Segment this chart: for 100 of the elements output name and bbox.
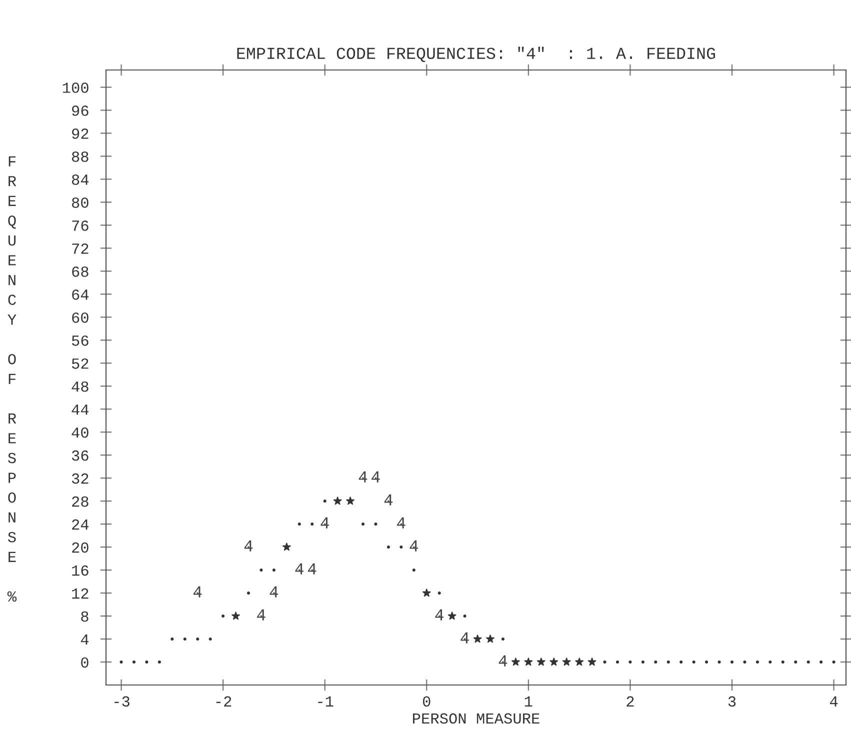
point <box>641 660 644 664</box>
point <box>794 660 798 664</box>
y-tick-label: 92 <box>72 128 88 139</box>
point <box>756 660 759 664</box>
point <box>310 522 314 526</box>
y-tick-label: 8 <box>81 611 88 622</box>
y-tick-label: 24 <box>72 519 89 530</box>
text: 4 <box>435 609 444 620</box>
point <box>361 522 365 526</box>
point <box>374 522 378 526</box>
text: 4 <box>498 655 508 666</box>
y-tick-label: 56 <box>72 335 88 346</box>
point <box>145 660 148 664</box>
point <box>820 660 823 664</box>
point <box>628 660 632 664</box>
point <box>272 568 276 572</box>
point <box>536 657 546 666</box>
y-tick-label: 36 <box>72 450 88 461</box>
point <box>386 546 390 549</box>
point <box>400 546 403 549</box>
point <box>501 637 504 641</box>
point <box>666 660 670 664</box>
y-tick-label: 72 <box>72 243 88 254</box>
point <box>346 496 355 505</box>
y-tick-label: 4 <box>80 634 89 645</box>
y-tick-label: 88 <box>72 152 88 162</box>
point <box>323 500 326 503</box>
text: 4 <box>358 471 368 482</box>
x-tick-label: 0 <box>422 696 430 707</box>
point <box>603 660 606 664</box>
x-tick-label: -3 <box>114 696 130 707</box>
point <box>511 657 520 666</box>
point <box>246 592 250 595</box>
y-tick-label: 52 <box>72 358 88 369</box>
point <box>718 660 721 664</box>
point <box>333 496 342 505</box>
y-tick-label: 16 <box>72 565 88 576</box>
point <box>562 657 571 666</box>
y-tick-label: 60 <box>72 312 88 323</box>
point <box>231 611 240 620</box>
point <box>208 637 212 641</box>
point <box>222 614 225 618</box>
text: 4 <box>460 632 469 644</box>
y-tick-label: 64 <box>72 289 89 300</box>
x-tick-label: 1 <box>524 696 532 706</box>
point <box>120 660 123 664</box>
y-tick-label: 68 <box>72 266 88 277</box>
point <box>588 657 596 666</box>
point <box>730 660 734 664</box>
text: 4 <box>193 586 202 598</box>
point <box>298 522 301 526</box>
text: 4 <box>308 563 316 574</box>
point <box>549 657 558 666</box>
y-tick-label: 48 <box>72 381 88 392</box>
point <box>158 660 161 664</box>
point <box>616 660 620 664</box>
point <box>183 637 186 641</box>
point <box>832 660 836 664</box>
x-tick-label: -2 <box>216 696 232 706</box>
series-label: 4 <box>397 517 406 528</box>
y-tick-label: 28 <box>72 496 88 507</box>
text: 4 <box>372 471 380 482</box>
point <box>448 611 456 620</box>
point <box>781 660 784 664</box>
x-axis-title: PERSON MEASURE <box>413 713 540 724</box>
point <box>654 660 658 664</box>
text: 4 <box>257 609 266 620</box>
text: 4 <box>244 540 253 552</box>
y-tick-label: 84 <box>72 174 89 185</box>
point <box>412 568 416 572</box>
text: 4 <box>410 540 418 552</box>
text: FREQUENCY OF RESPONSE % <box>7 156 17 602</box>
point <box>422 588 432 597</box>
y-tick-label: 80 <box>72 198 88 208</box>
text: 4 <box>295 563 304 574</box>
x-tick-label: 2 <box>626 696 634 706</box>
y-tick-label: 32 <box>72 473 88 484</box>
point <box>282 542 292 551</box>
point <box>524 657 533 666</box>
point <box>170 637 174 641</box>
y-tick-label: 0 <box>81 657 88 668</box>
text: 4 <box>384 494 393 506</box>
x-tick-label: 4 <box>830 696 838 706</box>
y-tick-label: 12 <box>72 588 88 599</box>
chart-title: EMPIRICAL CODE FREQUENCIES: "4" : 1. A. FEEDING <box>237 46 715 62</box>
y-tick-label: 76 <box>72 220 88 231</box>
point <box>463 614 466 618</box>
x-tick-label: -1 <box>318 696 334 706</box>
y-tick-label: 20 <box>72 542 88 553</box>
point <box>473 634 482 643</box>
point <box>806 660 810 664</box>
point <box>768 660 772 664</box>
point <box>438 592 441 595</box>
point <box>260 568 263 572</box>
point <box>486 634 495 643</box>
point <box>196 637 200 641</box>
point <box>574 657 584 666</box>
point <box>680 660 683 664</box>
y-tick-label: 100 <box>62 82 88 93</box>
x-tick-label: 3 <box>728 696 736 707</box>
